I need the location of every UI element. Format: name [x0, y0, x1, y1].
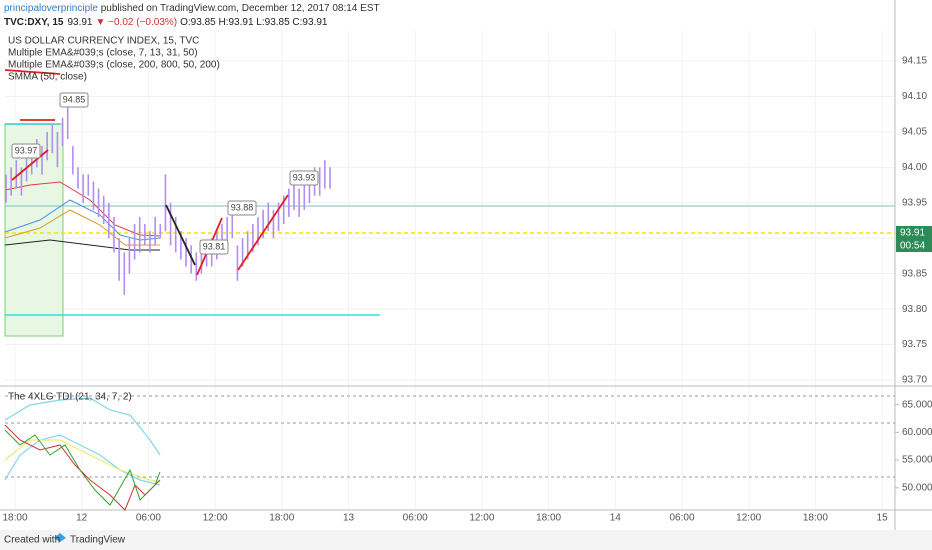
header-line: principaloverprinciple published on Trad… [4, 3, 380, 14]
indicator-title: The 4XLG TDI (21, 34, 7, 2) [8, 392, 132, 403]
indicator-tick-label: 65.0000 [902, 399, 932, 410]
callout-label: 93.88 [231, 202, 254, 212]
time-tick-label: 18:00 [2, 513, 27, 524]
time-tick-label: 18:00 [269, 513, 294, 524]
time-tick-label: 06:00 [669, 513, 694, 524]
time-tick-label: 12:00 [736, 513, 761, 524]
time-tick-label: 18:00 [803, 513, 828, 524]
callout-label: 94.85 [63, 94, 86, 104]
ohlc: O:93.85 H:93.91 L:93.85 C:93.91 [180, 17, 328, 28]
callout-box [199, 239, 229, 255]
arrow [4, 69, 61, 75]
last: 93.91 [67, 17, 92, 28]
tdi-lower [4, 434, 161, 486]
callout-box [227, 200, 257, 216]
callout-label: 93.97 [15, 145, 38, 155]
price-tick-label: 94.05 [902, 127, 927, 138]
price-tick-label: 93.70 [902, 375, 927, 386]
tdi-upper [4, 397, 161, 456]
price-tick-label: 93.95 [902, 197, 927, 208]
time-tick-label: 18:00 [536, 513, 561, 524]
callout-box [11, 143, 41, 159]
price-tick-label: 93.75 [902, 339, 927, 350]
countdown: 00:54 [900, 241, 925, 252]
time-tick-label: 14 [610, 513, 622, 524]
callout-box [289, 170, 319, 186]
indicator-tick-label: 60.0000 [902, 427, 932, 438]
arrow [237, 194, 289, 271]
indicator-tick-label: 55.0000 [902, 455, 932, 466]
current-price: 93.91 [900, 228, 925, 239]
symbol-line: TVC:DXY, 15 93.91 ▼ −0.02 (−0.03%) O:93.85 … [4, 17, 328, 28]
arrow [11, 149, 49, 181]
price-tick-label: 94.15 [902, 56, 927, 67]
time-tick-label: 06:00 [136, 513, 161, 524]
tdi-rsi [4, 429, 161, 506]
grid [5, 30, 895, 510]
change: ▼ −0.02 (−0.03%) [96, 17, 178, 28]
current-price-badge [896, 226, 932, 252]
tdi-mid [4, 439, 161, 483]
brand-logo [54, 533, 66, 542]
author[interactable]: principaloverprinciple [4, 3, 98, 14]
time-tick-label: 13 [343, 513, 355, 524]
arrow [165, 204, 196, 266]
footer-brand[interactable]: TradingView [70, 535, 126, 546]
footer-bar [0, 530, 932, 550]
ema [4, 209, 160, 246]
callout-label: 93.81 [203, 241, 226, 251]
callout-box [59, 92, 89, 108]
time-tick-label: 12:00 [469, 513, 494, 524]
legend-entry: US DOLLAR CURRENCY INDEX, 15, TVC [8, 36, 199, 47]
legend-entry: Multiple EMA&#039;s (close, 7, 13, 31, 5… [8, 48, 198, 59]
symbol: TVC:DXY, 15 [4, 17, 64, 28]
price-tick-label: 93.80 [902, 304, 927, 315]
price-tick-label: 94.00 [902, 162, 927, 173]
price-tick-label: 94.10 [902, 91, 927, 102]
legend-entry: SMMA (50, close) [8, 72, 87, 83]
legend-entry: Multiple EMA&#039;s (close, 200, 800, 50… [8, 60, 220, 71]
time-tick-label: 12:00 [203, 513, 228, 524]
callout-label: 93.93 [293, 172, 316, 182]
tdi-signal [4, 424, 161, 511]
time-tick-label: 15 [877, 513, 889, 524]
price-tick-label: 93.85 [902, 268, 927, 279]
published: published on TradingView.com, December 1… [98, 3, 380, 14]
footer-created: Created with [4, 535, 60, 546]
time-tick-label: 12 [76, 513, 88, 524]
time-tick-label: 06:00 [403, 513, 428, 524]
indicator-tick-label: 50.0000 [902, 482, 932, 493]
